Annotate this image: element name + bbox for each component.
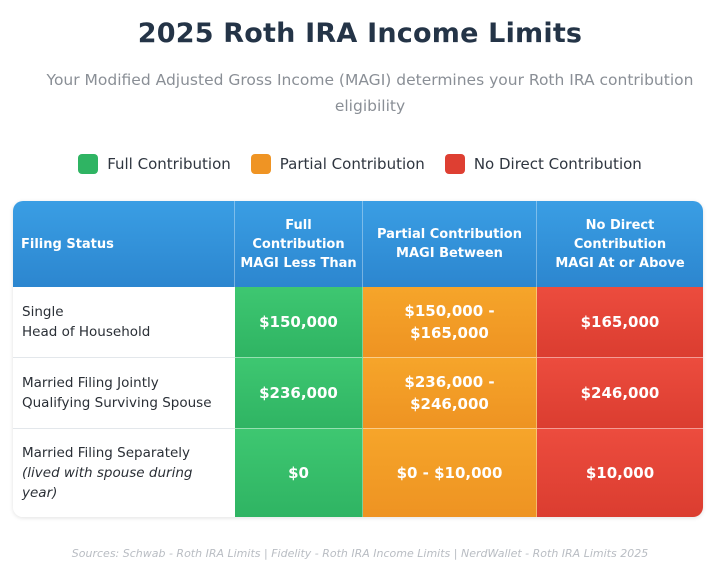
partial-contribution-value: $0 - $10,000: [396, 464, 503, 482]
legend-item-full: Full Contribution: [78, 154, 231, 174]
page-title: 2025 Roth IRA Income Limits: [137, 18, 583, 49]
legend: Full Contribution Partial Contribution N…: [0, 154, 720, 174]
partial-contribution-cell: $236,000 - $246,000: [363, 358, 537, 429]
header-filing-status: Filing Status: [13, 201, 235, 287]
no-direct-contribution-value: $165,000: [580, 313, 660, 331]
sources-footnote: Sources: Schwab - Roth IRA Limits | Fide…: [71, 547, 649, 560]
filing-status-line: Married Filing Separately: [22, 445, 191, 461]
partial-contribution-value: $236,000 -: [404, 373, 495, 391]
no-direct-contribution-cell: $246,000: [537, 358, 703, 429]
no-direct-contribution-value: $246,000: [580, 384, 660, 402]
header-none-line: MAGI At or Above: [555, 255, 685, 271]
header-partial-contribution: Partial Contribution MAGI Between: [363, 201, 537, 287]
partial-contribution-value: $246,000: [410, 395, 489, 413]
full-contribution-value: $150,000: [259, 313, 338, 331]
legend-label-none: No Direct Contribution: [473, 155, 642, 173]
header-full-line: Contribution: [252, 236, 345, 252]
header-full-line: MAGI Less Than: [240, 255, 357, 271]
filing-status-line: Single: [22, 304, 64, 320]
no-direct-contribution-cell: $10,000: [537, 429, 703, 517]
filing-status-line: Qualifying Surviving Spouse: [22, 395, 212, 411]
income-limits-table: Filing Status Full Contribution MAGI Les…: [13, 201, 703, 517]
legend-item-none: No Direct Contribution: [444, 154, 642, 174]
header-none-line: Contribution: [573, 236, 667, 252]
partial-contribution-value: $150,000 -: [404, 302, 495, 320]
legend-swatch-full: [78, 154, 99, 174]
legend-item-partial: Partial Contribution: [250, 154, 425, 174]
partial-contribution-value: $165,000: [410, 324, 489, 342]
page-subtitle: Your Modified Adjusted Gross Income (MAG…: [46, 71, 694, 115]
header-partial-line: Partial Contribution: [376, 227, 522, 242]
header-filing-status-label: Filing Status: [21, 236, 114, 252]
header-no-direct-contribution: No Direct Contribution MAGI At or Above: [537, 201, 703, 287]
partial-contribution-cell: $150,000 - $165,000: [363, 287, 537, 358]
full-contribution-cell: $236,000: [235, 358, 363, 429]
filing-status-note: year): [22, 485, 58, 501]
legend-label-partial: Partial Contribution: [279, 155, 425, 173]
header-full-contribution: Full Contribution MAGI Less Than: [235, 201, 363, 287]
filing-status-note: (lived with spouse during: [22, 465, 193, 481]
legend-swatch-partial: [250, 154, 271, 174]
partial-contribution-cell: $0 - $10,000: [363, 429, 537, 517]
full-contribution-cell: $150,000: [235, 287, 363, 358]
row-filing-status: Married Filing Separately (lived with sp…: [13, 429, 235, 517]
full-contribution-cell: $0: [235, 429, 363, 517]
header-partial-line: MAGI Between: [396, 246, 503, 261]
row-filing-status: Single Head of Household: [13, 287, 235, 358]
full-contribution-value: $0: [288, 464, 309, 482]
legend-swatch-none: [444, 154, 465, 174]
full-contribution-value: $236,000: [259, 384, 338, 402]
header-none-line: No Direct: [585, 217, 655, 233]
header-full-line: Full: [285, 217, 312, 233]
legend-label-full: Full Contribution: [107, 155, 231, 173]
row-filing-status: Married Filing Jointly Qualifying Surviv…: [13, 358, 235, 429]
filing-status-line: Married Filing Jointly: [22, 375, 159, 391]
no-direct-contribution-cell: $165,000: [537, 287, 703, 358]
filing-status-line: Head of Household: [22, 324, 151, 340]
no-direct-contribution-value: $10,000: [585, 464, 655, 482]
